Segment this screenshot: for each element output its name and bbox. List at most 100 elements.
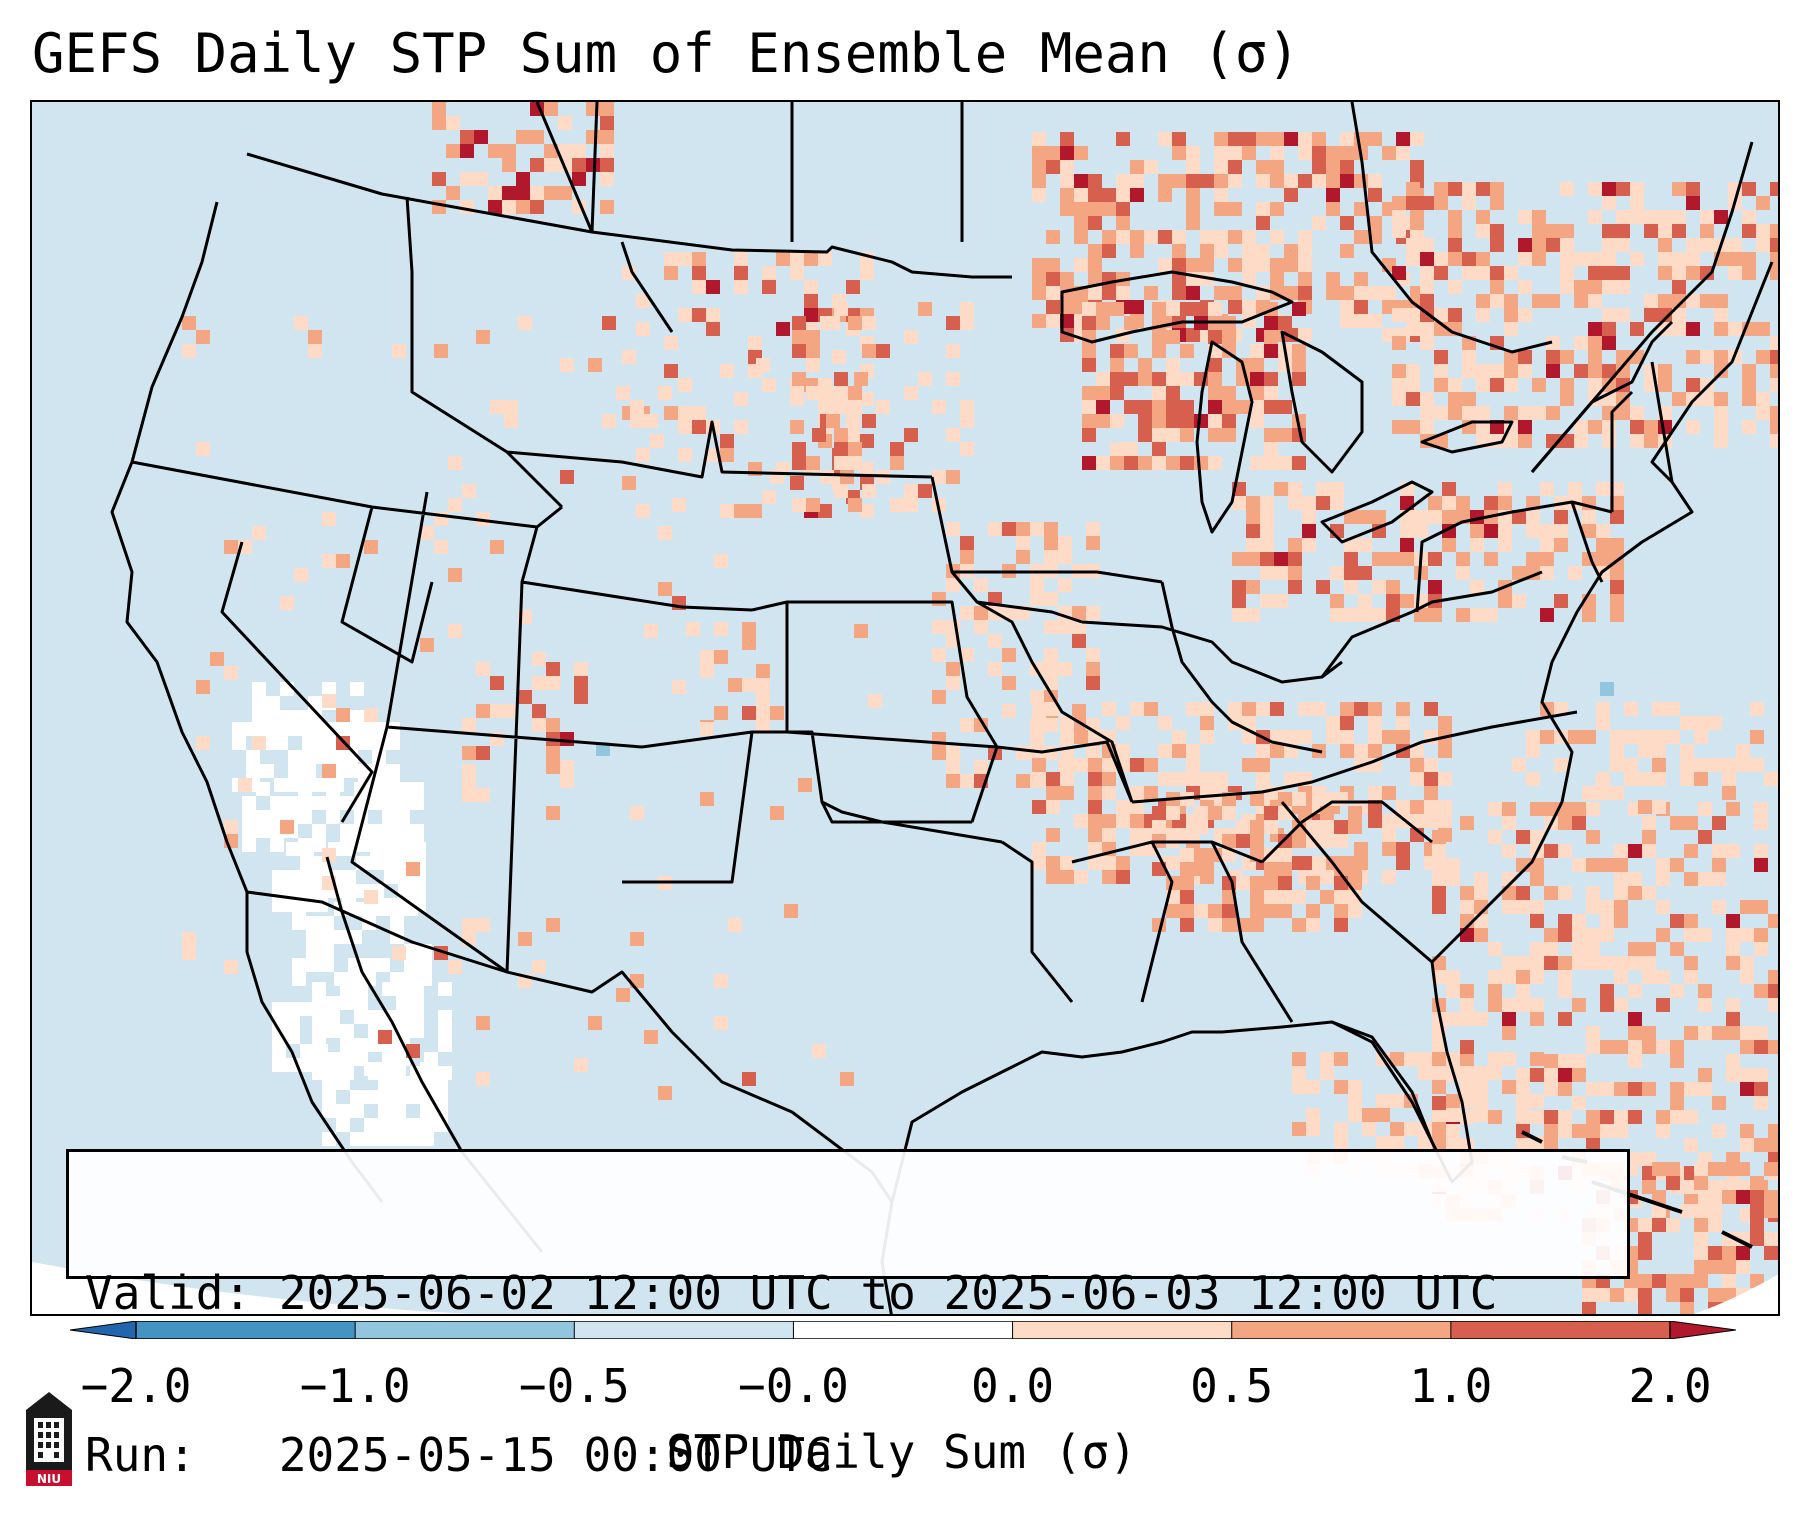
stp-cell <box>392 1062 406 1076</box>
stp-cell <box>1002 606 1016 620</box>
stp-cell <box>1712 858 1726 872</box>
stp-cell <box>1438 772 1452 786</box>
stp-cell <box>294 710 308 724</box>
stp-cell <box>1502 900 1516 914</box>
stp-cell <box>860 266 874 280</box>
stp-cell <box>1340 300 1354 314</box>
stp-cell <box>1138 358 1152 372</box>
stp-cell <box>946 428 960 442</box>
stp-cell <box>1498 538 1512 552</box>
stp-cell <box>1754 942 1768 956</box>
stp-cell <box>1392 336 1406 350</box>
stp-cell <box>1708 1260 1722 1274</box>
stp-cell <box>1406 392 1420 406</box>
stp-cell <box>1242 272 1256 286</box>
stp-cell <box>762 378 776 392</box>
stp-cell <box>1750 1204 1764 1218</box>
stp-cell <box>320 916 334 930</box>
stp-cell <box>1568 730 1582 744</box>
stp-cell <box>1222 400 1236 414</box>
stp-cell <box>1574 434 1588 448</box>
stp-cell <box>1082 302 1096 316</box>
stp-cell <box>1656 872 1670 886</box>
stp-cell <box>868 694 882 708</box>
stp-cell <box>1750 1232 1764 1246</box>
stp-cell <box>280 710 294 724</box>
stp-cell <box>530 186 544 200</box>
stp-cell <box>1462 266 1476 280</box>
colorbar-tick-label: 0.5 <box>1190 1359 1274 1413</box>
stp-cell <box>1242 244 1256 258</box>
stp-cell <box>560 358 574 372</box>
stp-cell <box>1434 378 1448 392</box>
stp-cell <box>1292 834 1306 848</box>
stp-cell <box>1406 308 1420 322</box>
stp-cell <box>1540 566 1554 580</box>
stp-cell <box>272 1058 286 1072</box>
stp-cell <box>280 596 294 610</box>
stp-cell <box>1602 266 1616 280</box>
stp-cell <box>1166 904 1180 918</box>
stp-cell <box>1242 132 1256 146</box>
stp-cell <box>1242 258 1256 272</box>
stp-cell <box>1764 1190 1778 1204</box>
stp-cell <box>1208 806 1222 820</box>
stp-cell <box>1270 730 1284 744</box>
stp-cell <box>700 664 714 678</box>
stp-cell <box>1498 524 1512 538</box>
stp-cell <box>1628 1110 1642 1124</box>
stp-cell <box>1158 174 1172 188</box>
stp-cell <box>860 462 874 476</box>
stp-cell <box>1474 1094 1488 1108</box>
stp-cell <box>1588 322 1602 336</box>
stp-cell <box>420 1104 434 1118</box>
stp-cell <box>1208 428 1222 442</box>
stp-cell <box>574 676 588 690</box>
stp-cell <box>1158 772 1172 786</box>
stp-cell <box>1572 1096 1586 1110</box>
stp-cell <box>1316 496 1330 510</box>
stp-cell <box>988 522 1002 536</box>
stp-cell <box>1180 876 1194 890</box>
stp-cell <box>462 484 476 498</box>
stp-cell <box>1476 224 1490 238</box>
stp-cell <box>392 344 406 358</box>
stp-cell <box>1544 1054 1558 1068</box>
stp-cell <box>558 116 572 130</box>
stp-cell <box>1116 174 1130 188</box>
stp-cell <box>434 1076 448 1090</box>
stp-cell <box>1754 858 1768 872</box>
stp-cell <box>1362 1122 1376 1136</box>
stp-cell <box>1434 196 1448 210</box>
stp-cell <box>1152 456 1166 470</box>
stp-cell <box>1750 730 1764 744</box>
stp-cell <box>1586 1082 1600 1096</box>
stp-cell <box>1448 224 1462 238</box>
stp-cell <box>1498 496 1512 510</box>
stp-cell <box>1376 1094 1390 1108</box>
stp-cell <box>1074 258 1088 272</box>
stp-cell <box>1096 456 1110 470</box>
stp-cell <box>326 1024 340 1038</box>
stp-cell <box>1208 904 1222 918</box>
stp-cell <box>834 456 848 470</box>
stp-cell <box>1264 344 1278 358</box>
stp-cell <box>826 316 840 330</box>
stp-cell <box>1532 252 1546 266</box>
stp-cell <box>1656 970 1670 984</box>
stp-cell <box>448 568 462 582</box>
colorbar-tick-label: −2.0 <box>80 1359 192 1413</box>
stp-cell <box>860 392 874 406</box>
stp-cell <box>848 456 862 470</box>
stp-cell <box>1432 1040 1446 1054</box>
stp-cell <box>1614 970 1628 984</box>
stp-cell <box>1600 1110 1614 1124</box>
stp-cell <box>1596 552 1610 566</box>
stp-cell <box>1404 1122 1418 1136</box>
stp-cell <box>1484 552 1498 566</box>
stp-cell <box>1694 1274 1708 1288</box>
stp-cell <box>1046 146 1060 160</box>
stp-cell <box>1082 456 1096 470</box>
stp-cell <box>1546 406 1560 420</box>
stp-cell <box>1572 914 1586 928</box>
